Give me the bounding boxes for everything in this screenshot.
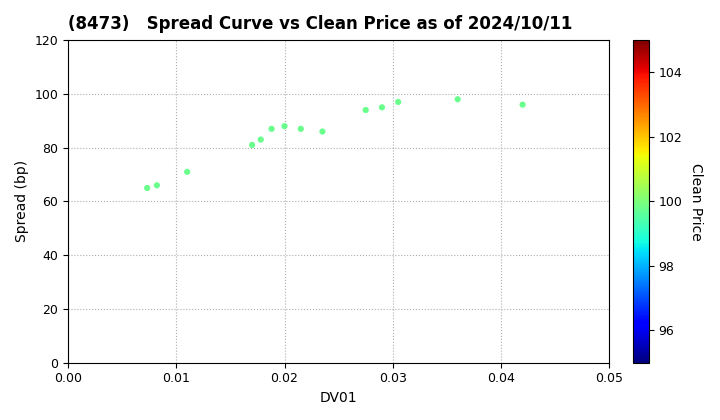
X-axis label: DV01: DV01 [320, 391, 357, 405]
Point [141, 185, 153, 192]
Point [181, 168, 193, 175]
Point [452, 96, 464, 102]
Point [517, 101, 528, 108]
Point [151, 182, 163, 189]
Point [279, 123, 290, 129]
Point [295, 126, 307, 132]
Point [266, 126, 277, 132]
Point [376, 104, 387, 111]
Y-axis label: Clean Price: Clean Price [690, 163, 703, 240]
Point [246, 142, 258, 148]
Point [360, 107, 372, 113]
Text: (8473)   Spread Curve vs Clean Price as of 2024/10/11: (8473) Spread Curve vs Clean Price as of… [68, 15, 572, 33]
Point [392, 99, 404, 105]
Point [317, 128, 328, 135]
Point [255, 136, 266, 143]
Y-axis label: Spread (bp): Spread (bp) [15, 160, 29, 242]
